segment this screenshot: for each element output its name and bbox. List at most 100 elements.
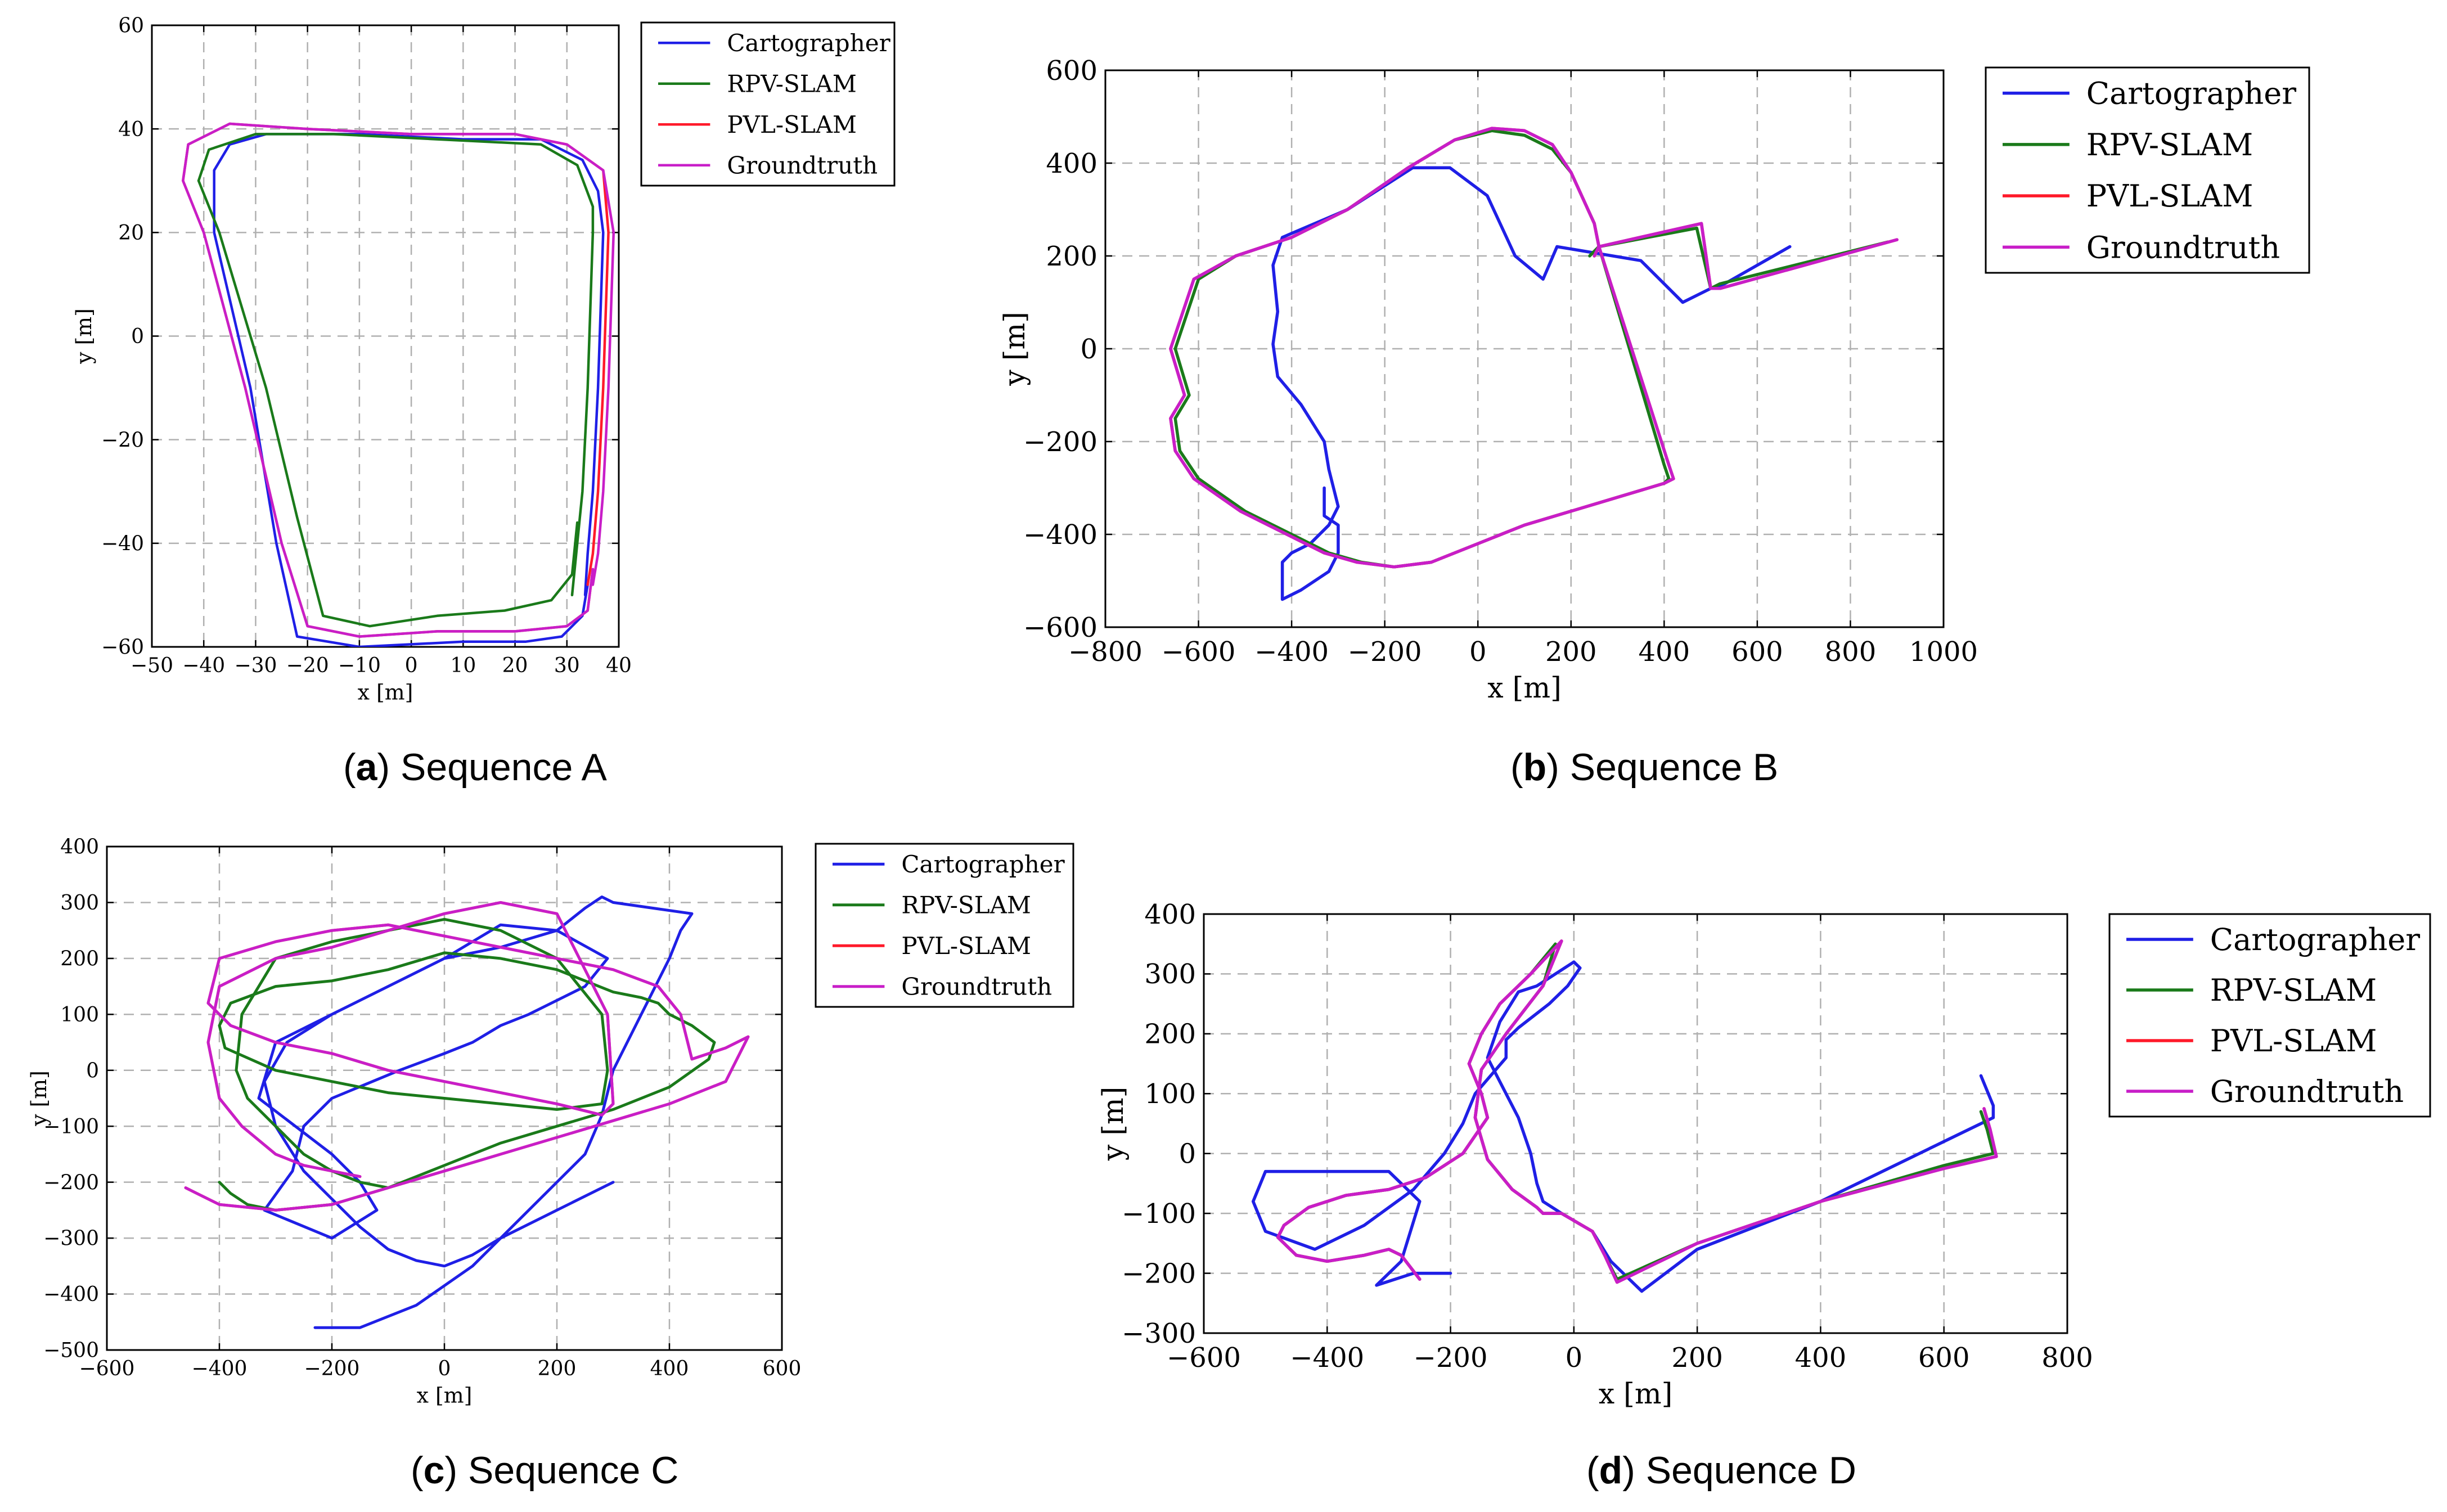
legend-label: RPV-SLAM: [2086, 127, 2253, 163]
x-tick-label: −200: [304, 1357, 360, 1380]
x-tick-label: 400: [1795, 1342, 1847, 1374]
x-tick-label: −400: [1254, 636, 1329, 668]
legend-label: PVL-SLAM: [727, 111, 857, 138]
y-tick-label: 300: [60, 892, 99, 915]
x-tick-label: −400: [1290, 1342, 1364, 1374]
legend-label: RPV-SLAM: [901, 891, 1031, 919]
legend-label: RPV-SLAM: [727, 70, 857, 97]
legend-label: PVL-SLAM: [2210, 1023, 2377, 1059]
y-tick-label: −60: [101, 636, 144, 659]
y-tick-label: 0: [1080, 334, 1097, 365]
y-tick-label: 100: [60, 1004, 99, 1027]
y-tick-label: 600: [1046, 55, 1097, 87]
y-tick-label: 200: [1144, 1019, 1196, 1050]
legend-label: Cartographer: [2086, 76, 2296, 111]
y-tick-label: 20: [118, 222, 144, 245]
y-axis-label: y [m]: [71, 308, 96, 364]
y-axis-label: y [m]: [998, 312, 1031, 386]
x-tick-label: 0: [1469, 636, 1487, 668]
legend-label: Groundtruth: [727, 151, 878, 179]
series-group: [1251, 939, 1998, 1293]
x-tick-label: 600: [763, 1357, 802, 1380]
x-tick-label: −50: [131, 654, 173, 677]
y-tick-label: −200: [1122, 1258, 1196, 1289]
y-axis-label: y [m]: [1096, 1087, 1130, 1162]
x-tick-label: 200: [1545, 636, 1597, 668]
legend: [2108, 913, 2431, 1118]
y-tick-label: −300: [1122, 1318, 1196, 1349]
y-tick-label: −400: [43, 1283, 99, 1306]
legend: [1985, 66, 2310, 274]
legend-label: Cartographer: [2210, 922, 2420, 957]
x-tick-label: −800: [1068, 636, 1142, 668]
y-tick-label: −200: [1023, 426, 1097, 458]
series-groundtruth: [1169, 127, 1899, 569]
x-tick-label: 800: [2041, 1342, 2093, 1374]
legend-label: RPV-SLAM: [2210, 973, 2377, 1008]
legend: [640, 21, 896, 187]
legend-label: Groundtruth: [901, 973, 1052, 1000]
y-tick-label: −20: [101, 429, 144, 452]
y-axis-label: y [m]: [26, 1070, 51, 1127]
x-tick-label: 30: [554, 654, 580, 677]
x-tick-label: 200: [1671, 1342, 1723, 1374]
series-cartographer: [1251, 960, 1995, 1293]
x-tick-label: −200: [1414, 1342, 1488, 1374]
x-tick-label: 600: [1918, 1342, 1970, 1374]
legend-label: Groundtruth: [2210, 1074, 2404, 1109]
x-tick-label: 10: [450, 654, 476, 677]
x-tick-label: 400: [1639, 636, 1690, 668]
legend: [815, 843, 1074, 1008]
y-tick-label: 60: [118, 15, 144, 38]
y-tick-label: 100: [1144, 1078, 1196, 1110]
x-axis-label: x [m]: [1599, 1377, 1673, 1410]
series-cartographer: [213, 133, 605, 647]
x-tick-label: 0: [1566, 1342, 1583, 1374]
y-tick-label: −500: [43, 1339, 99, 1362]
x-tick-label: −40: [182, 654, 225, 677]
series-groundtruth: [184, 901, 750, 1212]
x-tick-label: −20: [286, 654, 329, 677]
x-axis-label: x [m]: [358, 680, 413, 705]
x-axis-label: x [m]: [1487, 671, 1562, 704]
y-tick-label: 0: [131, 325, 144, 348]
y-tick-label: −200: [43, 1171, 99, 1194]
y-tick-label: −40: [101, 532, 144, 555]
y-tick-label: −100: [43, 1115, 99, 1138]
x-tick-label: 1000: [1909, 636, 1978, 668]
series-groundtruth: [1276, 939, 1998, 1284]
plot-area: [1203, 913, 2068, 1334]
legend-label: PVL-SLAM: [2086, 178, 2253, 214]
caption-d: (d) Sequence D: [1586, 1449, 1857, 1492]
y-tick-label: 0: [1178, 1138, 1196, 1170]
y-tick-label: −300: [43, 1227, 99, 1250]
x-tick-label: −200: [1348, 636, 1422, 668]
y-tick-label: 400: [1144, 899, 1196, 930]
caption-a: (a) Sequence A: [343, 746, 607, 789]
legend-label: Cartographer: [727, 29, 890, 57]
series-group: [1169, 127, 1899, 601]
y-tick-label: 200: [1046, 241, 1097, 272]
x-tick-label: 800: [1825, 636, 1877, 668]
x-tick-label: 0: [438, 1357, 451, 1380]
x-tick-label: 20: [502, 654, 528, 677]
y-tick-label: −400: [1023, 519, 1097, 551]
x-tick-label: 400: [650, 1357, 689, 1380]
legend-label: Groundtruth: [2086, 230, 2280, 265]
x-tick-label: 600: [1731, 636, 1783, 668]
series-rpv-slam: [218, 917, 716, 1212]
x-tick-label: 40: [606, 654, 632, 677]
y-tick-label: 200: [60, 947, 99, 970]
x-axis-label: x [m]: [417, 1383, 473, 1408]
series-groundtruth: [182, 122, 615, 638]
legend-label: Cartographer: [901, 850, 1065, 878]
series-cartographer: [1271, 166, 1792, 601]
x-tick-label: −600: [79, 1357, 135, 1380]
caption-c: (c) Sequence C: [411, 1449, 679, 1492]
x-tick-label: −400: [192, 1357, 248, 1380]
y-tick-label: −600: [1023, 612, 1097, 644]
x-tick-label: −600: [1162, 636, 1236, 668]
